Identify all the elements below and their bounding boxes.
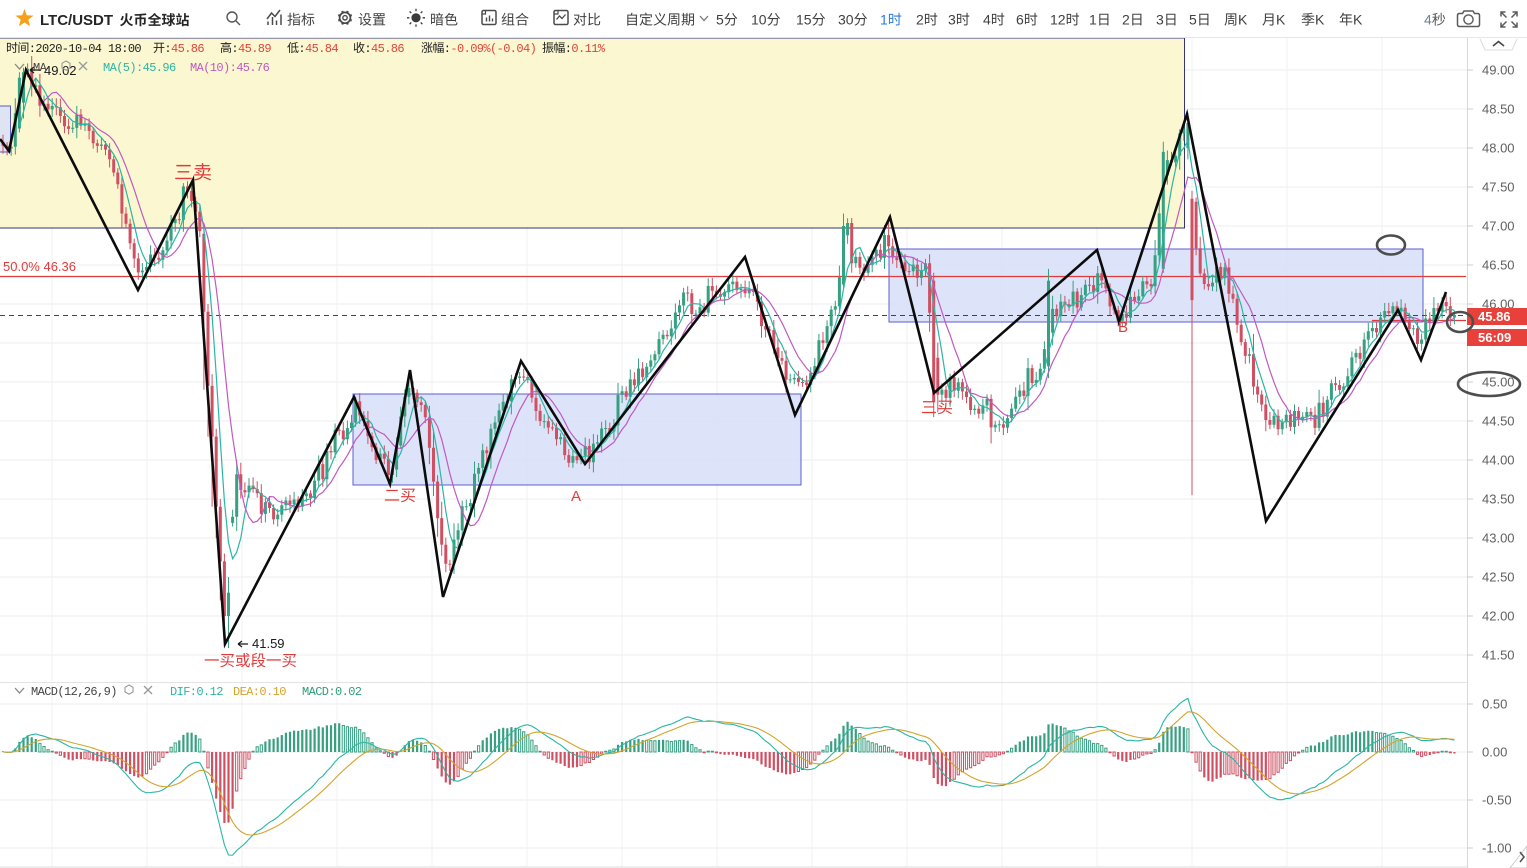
svg-text:K: K	[1315, 12, 1325, 28]
svg-text:MACD(12,26,9): MACD(12,26,9)	[31, 685, 117, 699]
svg-text:46.00: 46.00	[1482, 297, 1515, 312]
svg-text:49.02: 49.02	[44, 63, 77, 78]
svg-text:48.00: 48.00	[1482, 141, 1515, 156]
svg-text:45.86: 45.86	[171, 42, 204, 56]
svg-text:0.00: 0.00	[1482, 745, 1507, 760]
svg-text:3: 3	[948, 12, 956, 28]
svg-text:2: 2	[1122, 12, 1130, 28]
svg-text:42.50: 42.50	[1482, 570, 1515, 585]
svg-text:MA: MA	[33, 61, 48, 75]
svg-text::: :	[565, 42, 572, 56]
svg-text:45.00: 45.00	[1482, 375, 1515, 390]
svg-text:10: 10	[751, 12, 767, 28]
svg-text:47.00: 47.00	[1482, 219, 1515, 234]
svg-text:0.11%: 0.11%	[571, 42, 605, 56]
svg-text::: :	[444, 42, 451, 56]
svg-text:K: K	[1238, 12, 1248, 28]
svg-text:45.86: 45.86	[1478, 309, 1511, 324]
svg-text:47.50: 47.50	[1482, 180, 1515, 195]
svg-text:44.00: 44.00	[1482, 453, 1515, 468]
svg-text:45.86: 45.86	[371, 42, 404, 56]
svg-text:1: 1	[880, 12, 888, 28]
svg-text:50.0% 46.36: 50.0% 46.36	[3, 259, 76, 274]
svg-text:49.00: 49.00	[1482, 63, 1515, 78]
svg-text:5: 5	[716, 12, 724, 28]
svg-text:MA(5):45.96: MA(5):45.96	[103, 61, 176, 75]
svg-text::2020-10-04 18:00: :2020-10-04 18:00	[29, 42, 142, 56]
svg-text:-1.00: -1.00	[1482, 841, 1512, 856]
svg-text:DEA:0.10: DEA:0.10	[233, 685, 286, 699]
svg-text:5: 5	[1189, 12, 1197, 28]
svg-text::: :	[364, 42, 371, 56]
svg-text:45.84: 45.84	[305, 42, 338, 56]
svg-text:-0.09%(-0.04): -0.09%(-0.04)	[450, 42, 536, 56]
svg-text:56:09: 56:09	[1478, 330, 1511, 345]
svg-text:MA(10):45.76: MA(10):45.76	[190, 61, 270, 75]
svg-text:6: 6	[1016, 12, 1024, 28]
svg-text::: :	[298, 42, 305, 56]
svg-text:43.50: 43.50	[1482, 492, 1515, 507]
svg-text:B: B	[1118, 319, 1128, 336]
svg-text:MACD:0.02: MACD:0.02	[302, 685, 362, 699]
svg-text::: :	[231, 42, 238, 56]
svg-text:0.50: 0.50	[1482, 697, 1507, 712]
svg-text:1: 1	[1089, 12, 1097, 28]
svg-text:30: 30	[838, 12, 854, 28]
svg-text:K: K	[1353, 12, 1363, 28]
svg-text:DIF:0.12: DIF:0.12	[170, 685, 223, 699]
svg-text:41.50: 41.50	[1482, 648, 1515, 663]
svg-text:3: 3	[1156, 12, 1164, 28]
svg-text:-0.50: -0.50	[1482, 793, 1512, 808]
svg-text:44.50: 44.50	[1482, 414, 1515, 429]
svg-text:42.00: 42.00	[1482, 609, 1515, 624]
svg-text:48.50: 48.50	[1482, 102, 1515, 117]
svg-text:4: 4	[1424, 12, 1432, 28]
svg-text:43.00: 43.00	[1482, 531, 1515, 546]
svg-text:4: 4	[983, 12, 991, 28]
svg-text:2: 2	[916, 12, 924, 28]
svg-text:LTC/USDT: LTC/USDT	[40, 12, 113, 29]
svg-text:K: K	[1276, 12, 1286, 28]
svg-text:46.50: 46.50	[1482, 258, 1515, 273]
svg-text:41.59: 41.59	[252, 636, 285, 651]
svg-text:12: 12	[1050, 12, 1066, 28]
svg-text:A: A	[571, 488, 581, 505]
svg-text::: :	[164, 42, 171, 56]
svg-text:15: 15	[796, 12, 812, 28]
svg-text:45.89: 45.89	[238, 42, 271, 56]
